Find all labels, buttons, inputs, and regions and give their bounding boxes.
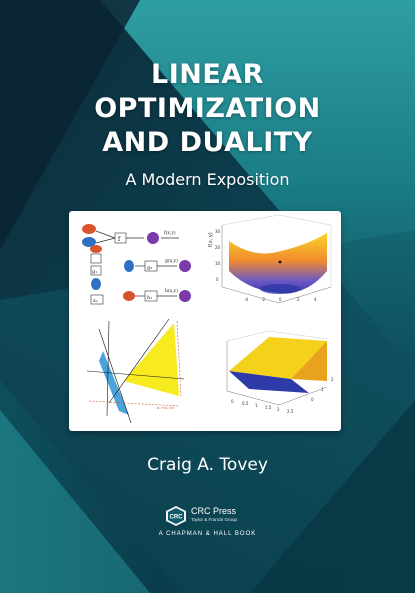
book-title: LINEAR OPTIMIZATION AND DUALITY [0, 58, 415, 160]
feasible-region-blue [99, 351, 129, 415]
x-tick: 0 [231, 399, 234, 404]
plane-surface-orange [291, 341, 327, 381]
surface-plot-bottom: 0 0.5 1 1.5 2 2.5 2 1 0 [226, 330, 334, 414]
bowl-surface [229, 233, 327, 294]
x-tick: 1 [255, 403, 258, 408]
diagram-node [123, 291, 135, 301]
diagram-node [91, 278, 101, 290]
x-tick: 2.5 [287, 409, 294, 414]
x-tick: 0.5 [242, 401, 249, 406]
y-tick: 2 [331, 377, 334, 382]
title-line-1: LINEAR [151, 59, 264, 90]
x-tick: 1.5 [265, 405, 272, 410]
diagram-output-label: g(x,y) [165, 257, 178, 264]
publisher-name: CRC Press [191, 506, 237, 516]
book-subtitle: A Modern Exposition [125, 170, 290, 189]
diagram-node [147, 232, 159, 244]
z-tick: 10 [215, 261, 221, 266]
diagram-box [114, 232, 127, 244]
crc-logo-text: CRC [170, 515, 184, 521]
diagram-node [124, 260, 134, 272]
feasible-region-yellow [124, 323, 179, 396]
publisher-subname: Taylor & Francis Group [191, 517, 238, 522]
z-tick: 30 [215, 229, 221, 234]
diagram-label-g1: g₁ [92, 269, 97, 275]
surface-point [278, 260, 282, 264]
x-tick: 4 [314, 297, 317, 302]
line-annotation: x₁+x₂=6 [157, 405, 174, 410]
diagram-label-h1: h₁ [147, 295, 152, 301]
z-tick: 20 [215, 245, 221, 250]
figure-collage: f f(x,y) g₁ g₂ g(x,y) x₁ [82, 214, 334, 424]
z-tick: 0 [216, 277, 219, 282]
x-tick: -2 [261, 297, 265, 302]
title-line-3: AND DUALITY [102, 127, 313, 158]
diagram-node [82, 237, 96, 247]
diagram-label-f: f [118, 236, 121, 243]
surface-plot-top: f(x, y) 30 20 10 0 -4 -2 0 2 4 [208, 214, 332, 304]
diagram-node [179, 290, 191, 302]
plane-surface-blue [229, 371, 309, 393]
plane-surface-yellow [229, 337, 327, 379]
diagram-output-label: h(x,y) [165, 287, 178, 294]
diagram-node [179, 260, 191, 272]
diagram-label-g2: g₂ [147, 265, 152, 271]
lines-plot: x₁+x₂=6 [86, 318, 185, 424]
x-tick: 0 [279, 297, 282, 302]
crc-press-logo-icon: CRC [166, 506, 186, 526]
diagram-output-label: f(x,y) [164, 229, 176, 236]
zlabel: f(x, y) [208, 232, 214, 247]
x-tick: 2 [277, 407, 280, 412]
diagram-node [90, 245, 102, 253]
x-tick: -4 [244, 297, 248, 302]
book-author: Craig A. Tovey [147, 455, 268, 475]
title-line-2: OPTIMIZATION [94, 93, 321, 124]
x-tick: 2 [297, 297, 300, 302]
diagram-node [82, 224, 96, 234]
diagram-figure: f f(x,y) g₁ g₂ g(x,y) x₁ [82, 224, 191, 305]
figure-panel: f f(x,y) g₁ g₂ g(x,y) x₁ [69, 211, 341, 431]
publisher-block: CRC CRC Press Taylor & Francis Group [164, 505, 264, 527]
imprint-line: A CHAPMAN & HALL BOOK [158, 531, 257, 537]
y-tick: 1 [321, 387, 324, 392]
diagram-label-x1: x₁ [93, 298, 98, 304]
y-tick: 0 [311, 397, 314, 402]
